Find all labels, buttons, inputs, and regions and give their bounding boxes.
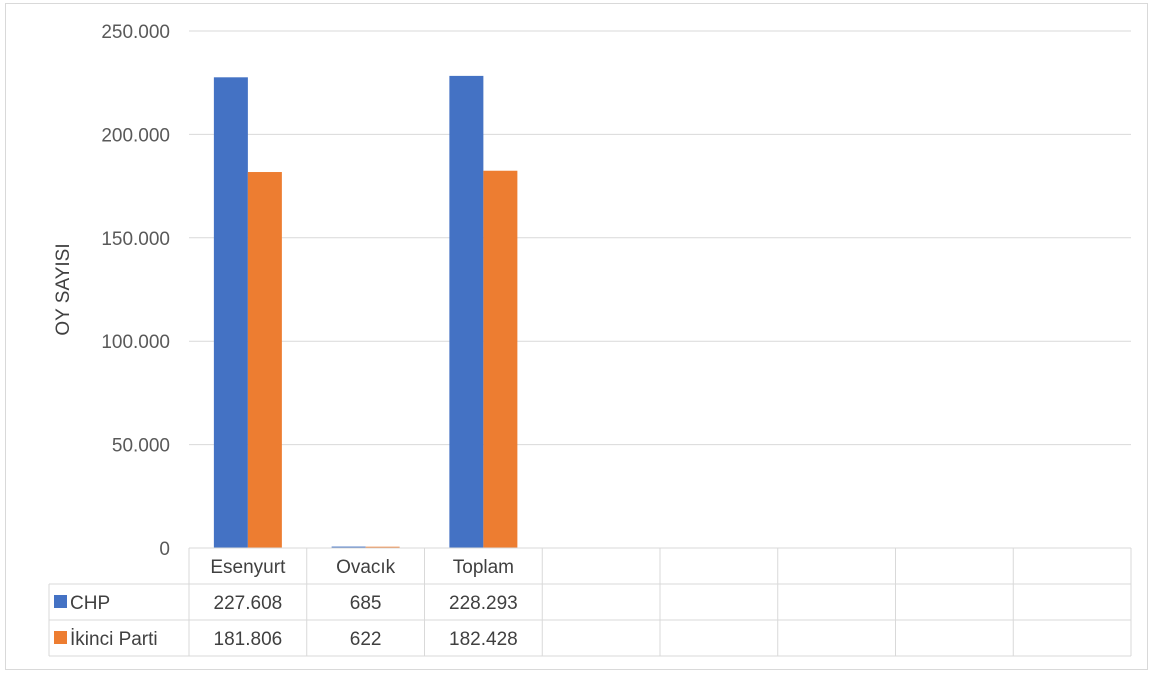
y-tick-label: 50.000 [112,436,170,457]
data-label: 685 [350,593,382,614]
y-tick-label: 150.000 [101,229,170,250]
data-label: 228.293 [449,593,518,614]
bar-chp [213,77,248,549]
legend-label: CHP [70,593,110,614]
bar-chp [331,546,366,548]
y-tick-label: 0 [159,539,170,560]
legend-label: İkinci Parti [70,629,158,650]
bar-chp [449,75,484,548]
y-tick-label: 100.000 [101,332,170,353]
y-tick-label: 200.000 [101,125,170,146]
bar-ikinci-parti [247,172,282,548]
y-tick-label: 250.000 [101,22,170,43]
category-label: Toplam [453,557,514,578]
bar-ikinci-parti [365,546,400,548]
category-label: Esenyurt [210,557,286,578]
chart-frame [5,3,1148,670]
legend-key-chp [54,595,67,608]
data-label: 227.608 [214,593,283,614]
category-label: Ovacık [336,557,396,578]
y-axis-label: OY SAYISI [53,243,74,335]
data-label: 181.806 [214,629,283,650]
data-label: 182.428 [449,629,518,650]
data-label: 622 [350,629,382,650]
legend-key-ikinci-parti [54,631,67,644]
bar-ikinci-parti [483,170,518,548]
